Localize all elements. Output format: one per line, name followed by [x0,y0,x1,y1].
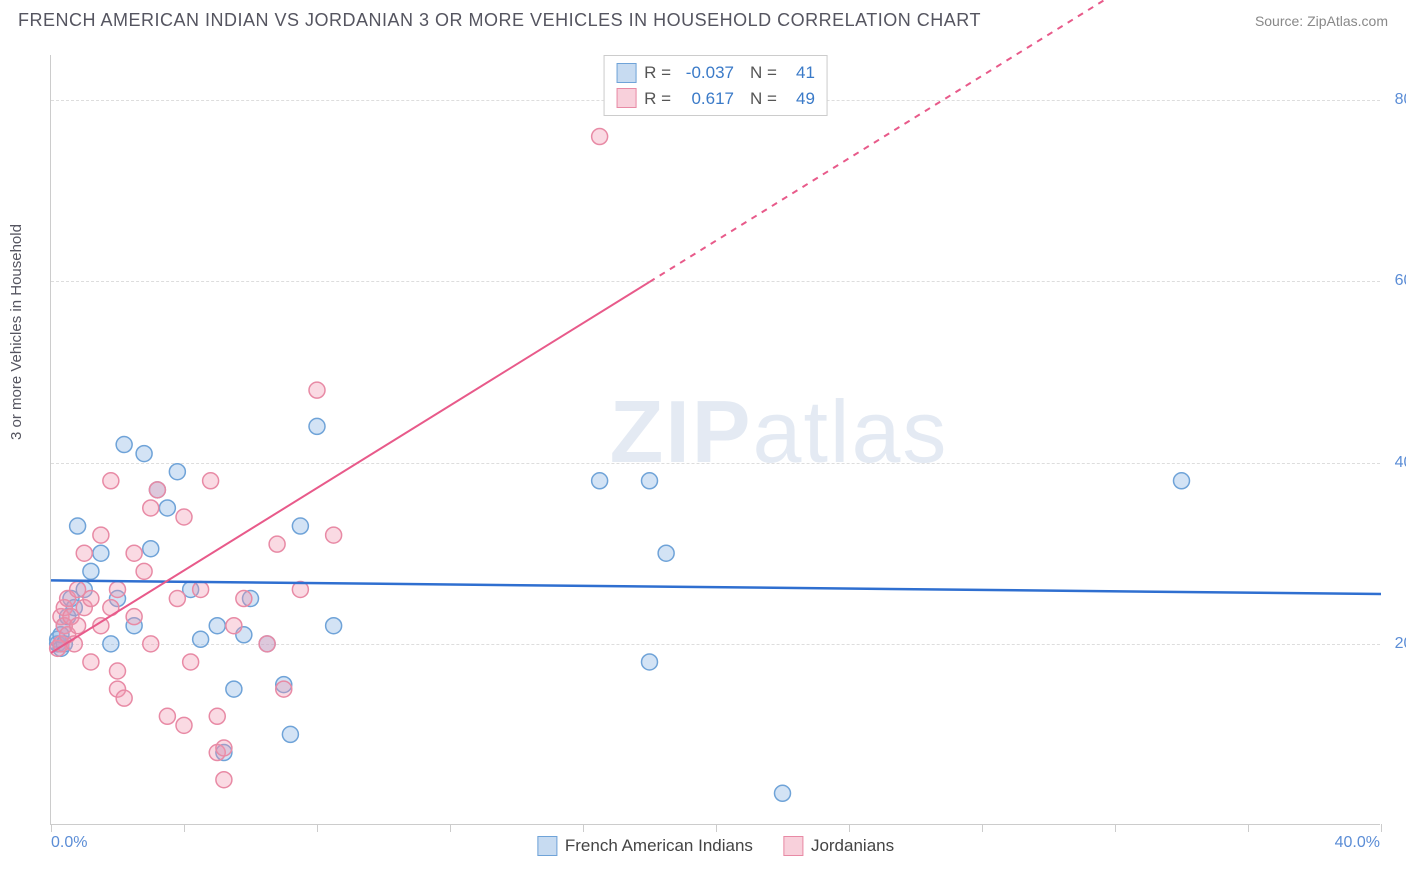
x-tick [716,824,717,832]
data-point [226,681,242,697]
x-tick [982,824,983,832]
data-point [592,473,608,489]
data-point [70,618,86,634]
data-point [103,473,119,489]
legend-swatch [783,836,803,856]
data-point [209,708,225,724]
data-point [143,500,159,516]
legend-swatch [616,63,636,83]
x-axis-max-label: 40.0% [1335,834,1380,852]
data-point [592,129,608,145]
trend-line [51,282,650,653]
stats-r-value: -0.037 [679,60,734,86]
data-point [292,518,308,534]
data-point [209,618,225,634]
data-point [309,382,325,398]
data-point [110,663,126,679]
x-tick [450,824,451,832]
data-point [326,527,342,543]
legend-swatch [616,88,636,108]
stats-n-label: N = [750,86,777,112]
data-point [276,681,292,697]
data-point [93,527,109,543]
data-point [83,654,99,670]
source-label: Source: ZipAtlas.com [1255,13,1388,29]
stats-n-value: 41 [785,60,815,86]
stats-r-value: 0.617 [679,86,734,112]
x-tick [849,824,850,832]
data-point [110,581,126,597]
data-point [309,418,325,434]
data-point [203,473,219,489]
data-point [159,500,175,516]
data-point [93,545,109,561]
stats-r-label: R = [644,86,671,112]
data-point [193,631,209,647]
data-point [176,509,192,525]
data-point [282,726,298,742]
legend-swatch [537,836,557,856]
stats-legend-box: R = -0.037 N = 41 R = 0.617 N = 49 [603,55,828,116]
data-point [642,654,658,670]
data-point [136,563,152,579]
legend-item: Jordanians [783,836,894,856]
legend-label: Jordanians [811,836,894,856]
y-tick-label: 80.0% [1385,91,1406,109]
x-tick [1248,824,1249,832]
y-tick-label: 20.0% [1385,635,1406,653]
data-point [126,545,142,561]
x-axis-min-label: 0.0% [51,834,87,852]
data-point [216,740,232,756]
y-tick-label: 60.0% [1385,272,1406,290]
stats-r-label: R = [644,60,671,86]
data-point [70,518,86,534]
chart-plot-area: 20.0%40.0%60.0%80.0% ZIPatlas R =-0.037N… [50,55,1380,825]
data-point [326,618,342,634]
data-point [236,591,252,607]
x-tick [184,824,185,832]
data-point [183,654,199,670]
x-tick [317,824,318,832]
scatter-plot-svg [51,55,1380,824]
x-tick [583,824,584,832]
data-point [216,772,232,788]
data-point [136,446,152,462]
data-point [1174,473,1190,489]
data-point [126,609,142,625]
data-point [169,591,185,607]
y-tick-label: 40.0% [1385,454,1406,472]
data-point [169,464,185,480]
data-point [83,591,99,607]
data-point [116,690,132,706]
x-tick [1381,824,1382,832]
legend-label: French American Indians [565,836,753,856]
data-point [159,708,175,724]
data-point [176,717,192,733]
data-point [226,618,242,634]
data-point [143,636,159,652]
page-title: FRENCH AMERICAN INDIAN VS JORDANIAN 3 OR… [18,10,981,31]
y-axis-label: 3 or more Vehicles in Household [8,224,25,440]
data-point [775,785,791,801]
data-point [642,473,658,489]
stats-n-value: 49 [785,86,815,112]
data-point [116,437,132,453]
data-point [259,636,275,652]
data-point [149,482,165,498]
data-point [193,581,209,597]
stats-row: R = 0.617 N = 49 [616,86,815,112]
data-point [103,636,119,652]
x-tick [51,824,52,832]
data-point [83,563,99,579]
data-point [76,545,92,561]
trend-line-dashed [650,0,1382,282]
stats-row: R = -0.037 N = 41 [616,60,815,86]
data-point [143,541,159,557]
bottom-legend: French American Indians Jordanians [537,836,894,856]
data-point [658,545,674,561]
x-tick [1115,824,1116,832]
stats-n-label: N = [750,60,777,86]
legend-item: French American Indians [537,836,753,856]
data-point [269,536,285,552]
